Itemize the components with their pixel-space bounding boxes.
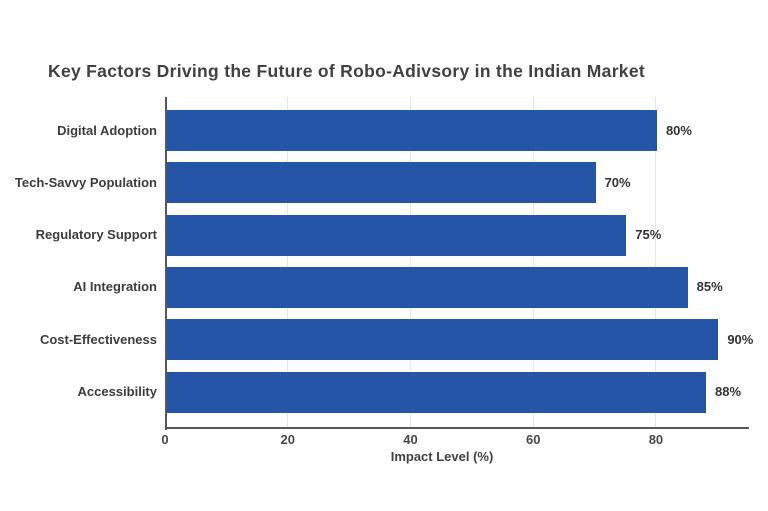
bar-tech-savvy-population	[166, 162, 596, 204]
x-tick-label-60: 60	[525, 432, 541, 447]
x-tick-label-80: 80	[648, 432, 664, 447]
category-label: AI Integration	[73, 279, 157, 295]
x-axis-label: Impact Level (%)	[390, 449, 494, 464]
y-axis-spine	[164, 97, 167, 430]
bar-value-label: 85%	[696, 279, 723, 295]
bar-value-label: 80%	[665, 122, 692, 138]
bar-value-label: 75%	[635, 227, 662, 243]
category-label: Cost-Effectiveness	[39, 331, 157, 347]
gridline-x-80	[655, 97, 657, 428]
chart-title: Key Factors Driving the Future of Robo-A…	[48, 61, 645, 81]
category-label: Digital Adoption	[57, 122, 157, 138]
bar-value-label: 70%	[604, 174, 631, 190]
category-label: Regulatory Support	[35, 227, 157, 243]
x-tick-label-20: 20	[280, 432, 295, 447]
bar-value-label: 88%	[715, 384, 742, 399]
gridline-x-60	[532, 97, 534, 428]
category-label: Accessibility	[77, 384, 158, 399]
gridline-x-20	[287, 97, 289, 428]
bar-ai-integration	[166, 266, 688, 308]
x-tick-label-0: 0	[161, 432, 169, 447]
x-tick-label-40: 40	[403, 432, 418, 447]
bar-digital-adoption	[166, 110, 657, 151]
gridline-x-40	[409, 97, 411, 428]
bar-accessibility	[166, 371, 707, 413]
bar-cost-effectiveness	[166, 319, 719, 361]
category-label: Tech-Savvy Population	[14, 174, 157, 190]
x-axis-line	[164, 426, 749, 429]
bar-value-label: 90%	[727, 331, 754, 347]
bar-regulatory-support	[166, 214, 627, 256]
